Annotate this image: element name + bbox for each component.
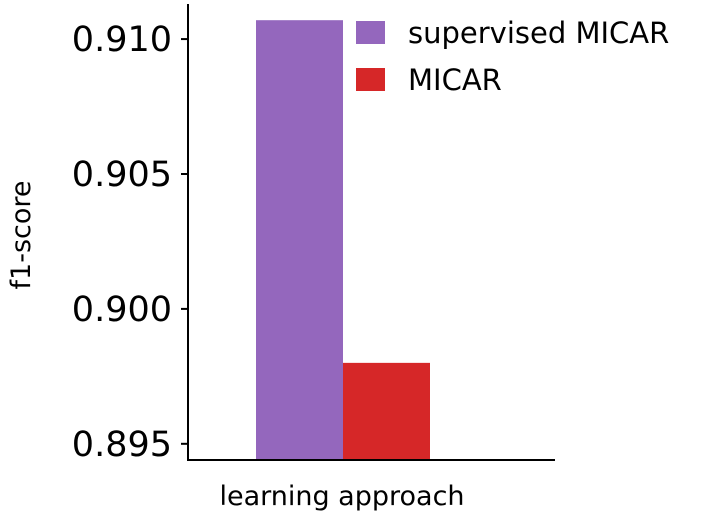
legend-swatch-supervised-micar: [356, 21, 385, 44]
bar-supervised-micar: [256, 20, 343, 460]
y-tick-label: 0.910: [72, 20, 172, 60]
x-axis-label: learning approach: [219, 481, 464, 512]
bars-group: [256, 20, 430, 460]
axes-group: [187, 4, 555, 461]
y-tick-label: 0.900: [72, 290, 172, 330]
y-tick-label: 0.905: [72, 155, 172, 195]
legend: supervised MICAR MICAR: [356, 16, 669, 97]
bar-micar: [343, 362, 430, 460]
y-tick-label: 0.895: [72, 425, 172, 465]
legend-label-supervised-micar: supervised MICAR: [408, 16, 669, 50]
y-ticks-group: 0.895 0.900 0.905 0.910: [72, 20, 188, 465]
legend-swatch-micar: [356, 68, 385, 91]
y-axis-label: f1-score: [6, 181, 37, 290]
legend-label-micar: MICAR: [408, 63, 502, 97]
